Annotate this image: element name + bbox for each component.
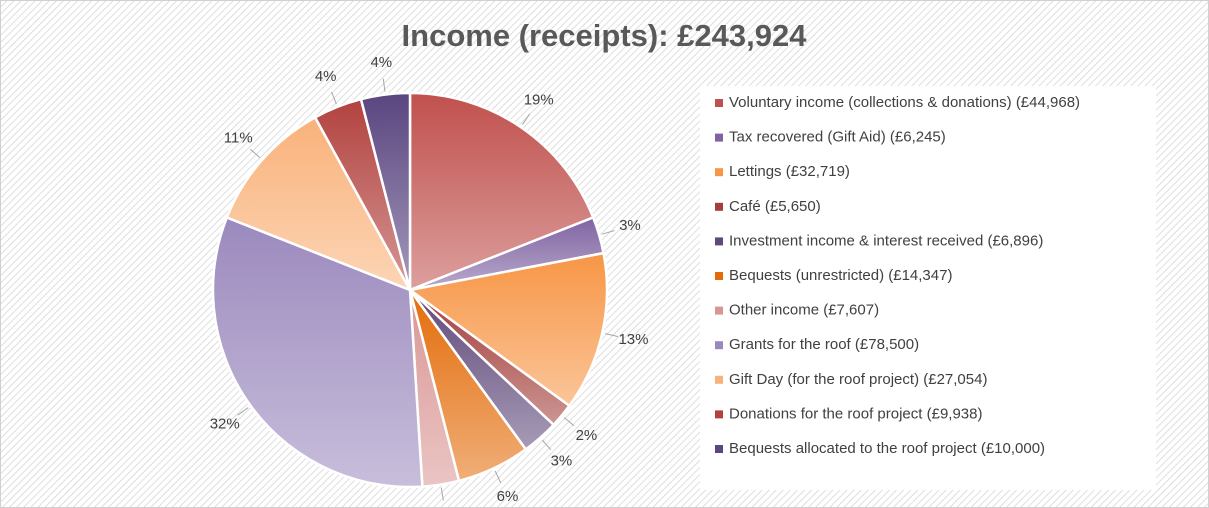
- data-label: 19%: [524, 92, 554, 109]
- legend-label: Other income (£7,607): [729, 302, 879, 319]
- leader-line: [249, 148, 261, 159]
- legend-label: Bequests allocated to the roof project (…: [729, 440, 1045, 457]
- pie-slice: [225, 115, 413, 293]
- legend-marker: [715, 375, 723, 384]
- pie-slice: [211, 215, 424, 489]
- legend-marker: [715, 445, 723, 453]
- data-label: 4%: [315, 68, 337, 85]
- data-label: 13%: [618, 331, 648, 348]
- leader-line: [382, 78, 386, 92]
- legend-marker: [715, 237, 723, 246]
- legend-label: Café (£5,650): [729, 198, 821, 215]
- leader-line: [563, 417, 575, 427]
- legend-marker: [715, 272, 723, 280]
- data-label: 11%: [224, 130, 253, 147]
- leader-line: [494, 470, 502, 483]
- legend-marker: [715, 410, 723, 419]
- data-label: 3%: [619, 217, 641, 234]
- leader-line: [522, 113, 531, 125]
- legend-label: Grants for the roof (£78,500): [729, 336, 919, 353]
- legend-marker: [715, 202, 723, 211]
- chart-title: Income (receipts): £243,924: [402, 18, 808, 53]
- legend-marker: [715, 341, 723, 350]
- leader-line: [541, 439, 552, 451]
- leader-line: [331, 91, 337, 105]
- leader-line: [440, 487, 444, 501]
- legend-label: Gift Day (for the roof project) (£27,054…: [729, 371, 987, 388]
- legend-marker: [715, 306, 723, 315]
- pie-slice: [359, 91, 412, 291]
- leader-line: [237, 407, 249, 416]
- legend-label: Bequests (unrestricted) (£14,347): [729, 267, 952, 284]
- data-label: 4%: [370, 54, 392, 71]
- legend-marker: [715, 99, 723, 107]
- legend-label: Investment income & interest received (£…: [729, 232, 1043, 249]
- legend-label: Donations for the roof project (£9,938): [729, 405, 982, 422]
- legend-marker: [715, 168, 723, 177]
- legend-box: [700, 86, 1156, 490]
- data-label: 32%: [210, 416, 240, 433]
- legend-label: Lettings (£32,719): [729, 163, 850, 180]
- pie-slice: [408, 91, 595, 292]
- pie-slice: [406, 251, 609, 408]
- data-label: 6%: [497, 488, 519, 505]
- data-label: 2%: [576, 427, 598, 444]
- legend-label: Tax recovered (Gift Aid) (£6,245): [729, 129, 946, 146]
- legend-marker: [715, 133, 723, 142]
- data-label: 3%: [551, 453, 573, 470]
- leader-line: [605, 333, 618, 337]
- leader-line: [601, 230, 615, 235]
- legend-label: Voluntary income (collections & donation…: [729, 94, 1080, 111]
